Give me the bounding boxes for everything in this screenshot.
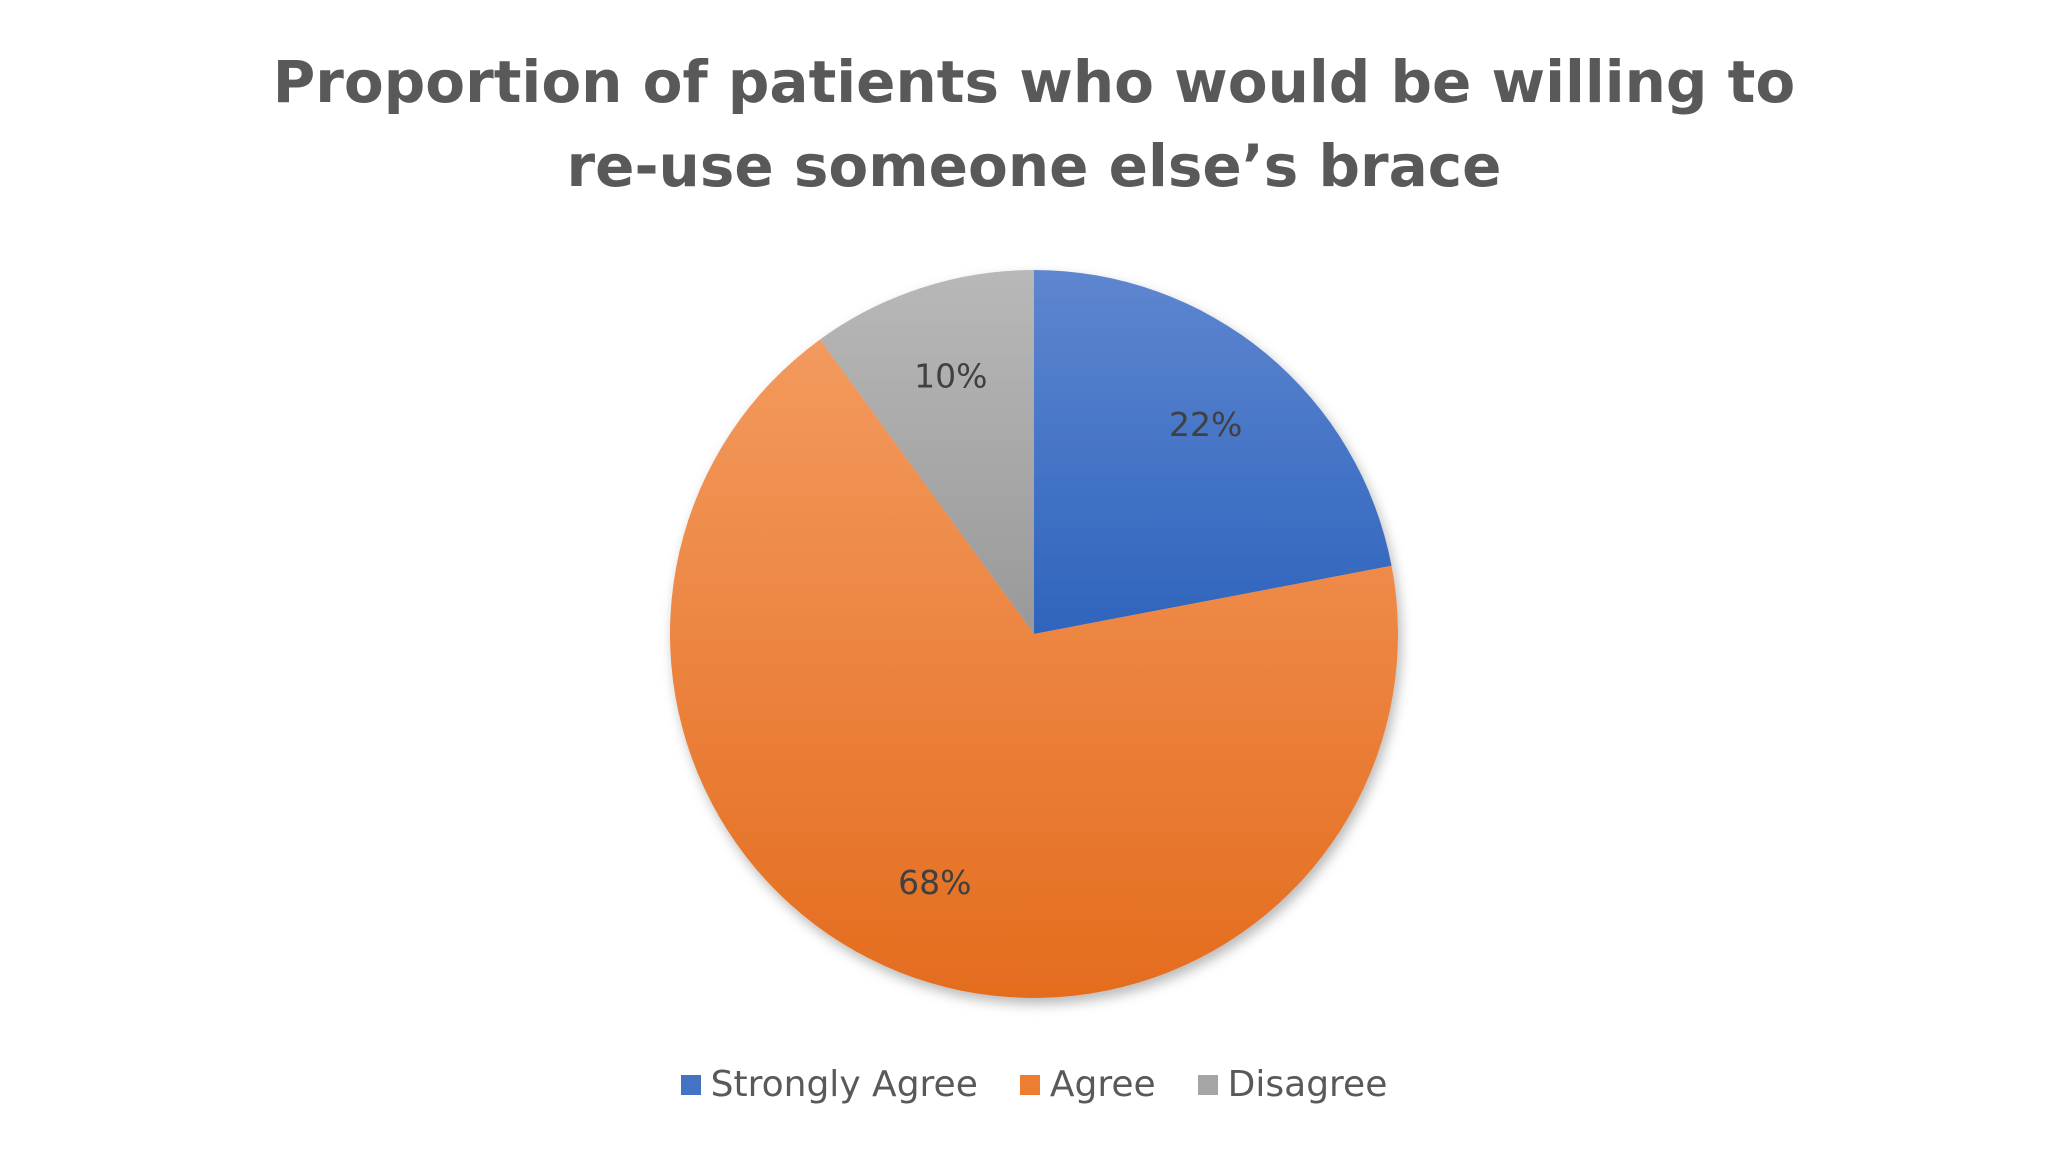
- pie-slice-disagree: [820, 270, 1034, 634]
- legend-label-agree: Agree: [1049, 1064, 1156, 1105]
- legend-swatch-disagree: [1197, 1074, 1218, 1095]
- legend-label-strongly-agree: Strongly Agree: [710, 1064, 978, 1105]
- legend-item-disagree: Disagree: [1197, 1064, 1388, 1105]
- pie-slice-strongly-agree: [1034, 270, 1392, 634]
- pie-slice-agree: [670, 339, 1398, 998]
- pie-slices: [670, 270, 1398, 998]
- legend-item-strongly-agree: Strongly Agree: [680, 1064, 978, 1105]
- legend-label-disagree: Disagree: [1227, 1064, 1388, 1105]
- data-label-agree: 68%: [898, 863, 971, 902]
- data-label-disagree: 10%: [914, 356, 987, 395]
- data-label-strongly-agree: 22%: [1169, 405, 1242, 444]
- legend: Strongly Agree Agree Disagree: [0, 1064, 2068, 1105]
- pie-data-labels: 22% 68% 10%: [898, 356, 1242, 902]
- legend-item-agree: Agree: [1019, 1064, 1156, 1105]
- legend-swatch-agree: [1019, 1074, 1040, 1095]
- chart-title: Proportion of patients who would be will…: [272, 48, 1796, 200]
- legend-swatch-strongly-agree: [680, 1074, 701, 1095]
